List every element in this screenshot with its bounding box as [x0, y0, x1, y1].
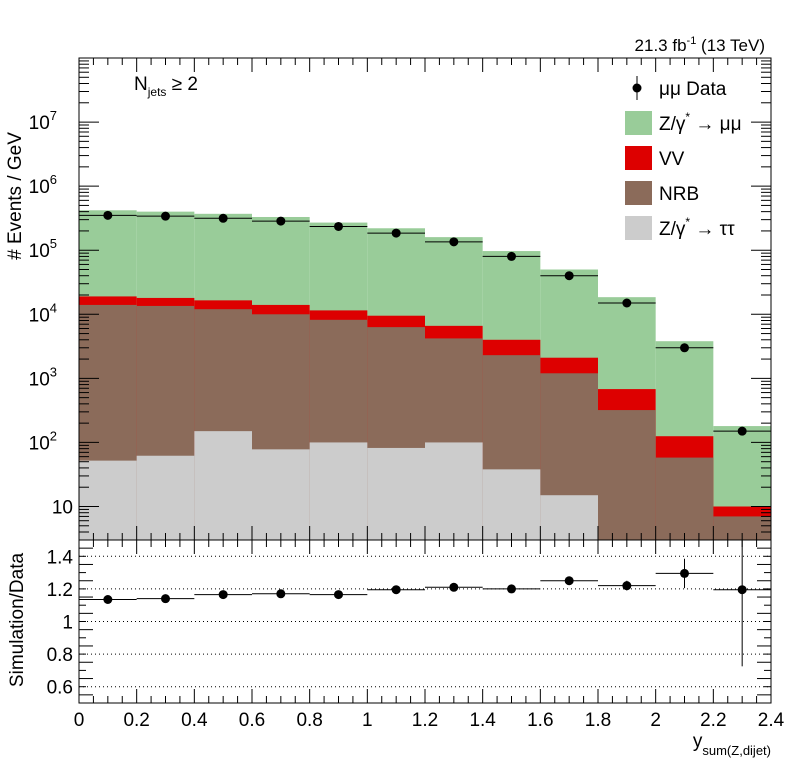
x-tick-label: 2.4 — [758, 710, 785, 731]
legend-label: Z/γ* → ττ — [659, 215, 735, 240]
ratio-point — [391, 585, 401, 595]
legend-swatch — [625, 181, 652, 205]
x-tick-label: 1.2 — [412, 710, 438, 731]
legend-swatch — [625, 216, 652, 240]
main-axis-ticks: 10 102 103 104 105 106 107 — [29, 58, 772, 541]
ratio-point — [622, 581, 632, 591]
data-point — [161, 211, 170, 221]
y-tick-label: 102 — [29, 428, 57, 454]
ratio-point — [564, 576, 574, 586]
y-tick-label: 10 — [52, 497, 73, 518]
luminosity-label: 21.3 fb-1 (13 TeV) — [635, 35, 765, 55]
data-point — [218, 213, 228, 223]
x-tick-label: 2.2 — [700, 710, 726, 731]
data-point — [680, 343, 689, 353]
main-panel: 10 102 103 104 105 106 107 # Events / GeV 21.3… — [5, 35, 772, 541]
stack-bar-nrb — [598, 410, 656, 540]
ratio-point — [334, 590, 343, 600]
ratio-point — [276, 589, 286, 599]
ratio-point — [161, 594, 170, 604]
x-tick-label: 1.8 — [585, 710, 611, 731]
data-point — [622, 298, 632, 308]
stack-bar-z — [482, 469, 541, 540]
stack-bar-z — [136, 455, 195, 540]
ratio-panel: 0 0.2 0.4 0.6 0.8 1 1.2 1.4 1.6 1.8 2 2.2 2.4 0.6 0.8 1… — [7, 539, 785, 758]
stack-bar-nrb — [655, 457, 714, 540]
data-point — [103, 210, 113, 220]
y-tick-label: 1.4 — [47, 547, 74, 568]
legend-swatch — [625, 146, 652, 170]
legend: μμ Data Z/γ* → μμ VV NRB Z/γ* → ττ — [625, 76, 742, 240]
ratio-points — [79, 540, 771, 667]
data-point — [507, 251, 516, 261]
data-point — [449, 237, 459, 247]
legend-label: μμ Data — [659, 79, 727, 100]
legend-label: VV — [659, 149, 685, 170]
y-tick-label: 0.8 — [47, 645, 73, 666]
ratio-y-axis-label: Simulation/Data — [7, 553, 28, 688]
data-point — [737, 426, 747, 436]
legend-marker — [632, 83, 642, 93]
legend-label: NRB — [659, 184, 699, 205]
stack-bar-z — [309, 442, 368, 540]
ratio-point — [680, 568, 689, 578]
ratio-gridlines — [79, 555, 771, 688]
y-tick-label: 106 — [29, 172, 57, 198]
x-tick-label: 1.4 — [469, 710, 496, 731]
stack-bar-z — [425, 442, 483, 540]
x-axis-label: ysum(Z,dijet) — [693, 731, 771, 758]
y-tick-label: 1.2 — [47, 580, 73, 601]
ratio-point — [103, 594, 113, 604]
ratio-point — [737, 585, 747, 595]
stack-bar-z — [194, 431, 252, 540]
x-tick-label: 0.6 — [239, 710, 265, 731]
data-point — [391, 228, 401, 238]
x-tick-label: 0 — [74, 710, 85, 731]
x-tick-label: 0.2 — [123, 710, 149, 731]
y-tick-label: 107 — [29, 108, 57, 134]
njets-annotation: Njets ≥ 2 — [134, 74, 198, 99]
ratio-point — [449, 582, 459, 592]
data-point — [276, 216, 286, 226]
ratio-point — [507, 584, 516, 594]
data-point — [564, 271, 574, 281]
y-tick-label: 104 — [29, 300, 57, 326]
ratio-axis-ticks: 0 0.2 0.4 0.6 0.8 1 1.2 1.4 1.6 1.8 2 2.2 2.4 0.6 0.8 1… — [47, 539, 785, 731]
stack-bar-z — [79, 460, 137, 540]
stack-bar-z — [540, 495, 598, 540]
legend-label: Z/γ* → μμ — [659, 110, 742, 135]
ratio-point — [218, 590, 228, 600]
y-tick-label: 0.6 — [47, 678, 73, 699]
data-points — [79, 210, 771, 436]
data-point — [334, 221, 343, 231]
x-tick-label: 0.4 — [181, 710, 208, 731]
x-tick-label: 1.6 — [527, 710, 553, 731]
y-tick-label: 1 — [62, 613, 73, 634]
y-axis-label: # Events / GeV — [5, 132, 26, 260]
stack-bars — [79, 210, 771, 541]
stack-bar-z — [367, 447, 425, 540]
x-tick-label: 2 — [650, 710, 661, 731]
x-tick-label: 0.8 — [296, 710, 322, 731]
x-tick-label: 1 — [362, 710, 373, 731]
y-tick-label: 105 — [29, 236, 57, 262]
ratio-plot-frame — [78, 539, 772, 704]
stack-bar-z — [252, 449, 310, 540]
y-tick-label: 103 — [29, 364, 57, 390]
legend-swatch — [625, 111, 652, 135]
